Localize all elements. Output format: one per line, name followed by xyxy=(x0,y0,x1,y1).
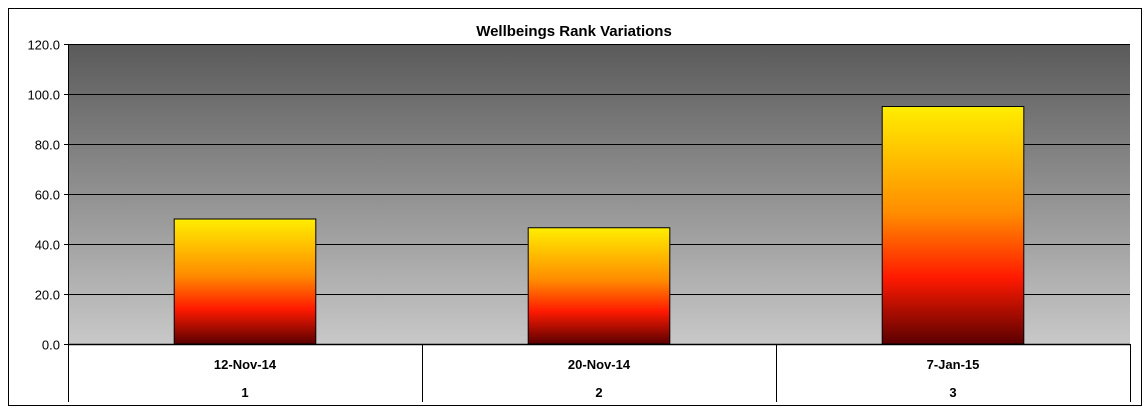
bars xyxy=(173,106,1025,345)
x-tick-label: 20-Nov-14 xyxy=(568,357,631,372)
y-tick-label: 0.0 xyxy=(42,338,60,353)
y-tick-label: 40.0 xyxy=(35,238,60,253)
y-tick-label: 100.0 xyxy=(27,88,60,103)
x-tick-label: 7-Jan-15 xyxy=(927,357,980,372)
y-tick-label: 120.0 xyxy=(27,38,60,53)
x-tick-label: 12-Nov-14 xyxy=(214,357,277,372)
x-tick-sublabel: 3 xyxy=(949,385,956,400)
y-tick-label: 60.0 xyxy=(35,188,60,203)
bar xyxy=(527,227,671,345)
x-axis: 12-Nov-14 1 20-Nov-14 2 7-Jan-15 3 xyxy=(68,343,1131,402)
chart-title: Wellbeings Rank Variations xyxy=(476,23,672,40)
bar xyxy=(173,218,317,345)
x-tick-sublabel: 1 xyxy=(241,385,248,400)
y-axis-ticks: 0.0 20.0 40.0 60.0 80.0 100.0 120.0 xyxy=(27,38,69,353)
y-tick-label: 80.0 xyxy=(35,138,60,153)
x-tick-sublabel: 2 xyxy=(595,385,602,400)
y-tick-label: 20.0 xyxy=(35,288,60,303)
bar xyxy=(881,106,1025,345)
